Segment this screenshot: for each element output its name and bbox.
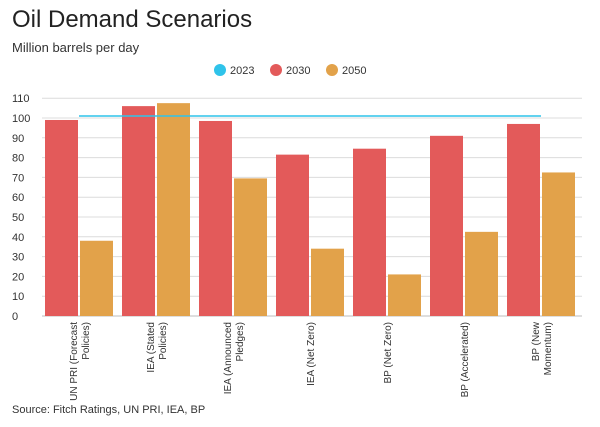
legend-label-2050: 2050: [342, 65, 366, 77]
x-tick-label-line: IEA (Stated: [146, 322, 157, 373]
x-tick-label-line: Momentum): [543, 322, 554, 375]
x-tick-label: BP (Net Zero): [383, 322, 394, 384]
bar-2030: [507, 123, 540, 316]
x-tick-label-line: IEA (Net Zero): [306, 322, 317, 386]
legend-marker-2050: [326, 64, 338, 76]
legend-label-2030: 2030: [286, 65, 310, 77]
chart-title: Oil Demand Scenarios: [12, 6, 253, 33]
x-tick-label-line: BP (Accelerated): [460, 322, 471, 397]
bar-2050: [311, 248, 344, 316]
bar-2030: [276, 154, 309, 316]
y-tick-label: 40: [12, 232, 24, 244]
y-tick-label: 30: [12, 252, 24, 264]
legend-label-2023: 2023: [230, 65, 254, 77]
y-tick-label: 50: [12, 212, 24, 224]
x-tick-label-line: Pledges): [235, 322, 246, 361]
bar-2030: [45, 119, 78, 316]
x-tick-label-line: Policies): [158, 322, 169, 360]
y-tick-label: 100: [12, 113, 30, 125]
x-tick-label: BP (New Momentum): [531, 321, 554, 375]
bar-2030: [430, 135, 463, 316]
bar-2030: [353, 148, 386, 316]
y-tick-label: 10: [12, 291, 24, 303]
x-tick-label: IEA (Net Zero): [306, 322, 317, 386]
bar-2050: [388, 274, 421, 316]
y-tick-label: 20: [12, 271, 24, 283]
bar-2050: [157, 103, 190, 317]
y-tick-label: 90: [12, 133, 24, 145]
bar-2030: [122, 106, 155, 317]
x-tick-label: IEA (Stated Policies): [146, 322, 169, 373]
y-tick-label: 110: [12, 93, 30, 105]
bar-2050: [234, 178, 267, 316]
bar-2050: [80, 240, 113, 316]
y-tick-label: 80: [12, 153, 24, 165]
x-tick-label-line: Policies): [81, 322, 92, 360]
x-tick-label-line: BP (Net Zero): [383, 322, 394, 384]
y-tick-label: 70: [12, 172, 24, 184]
bar-2050: [465, 231, 498, 316]
bar-2050: [542, 172, 575, 316]
source-note: Source: Fitch Ratings, UN PRI, IEA, BP: [12, 404, 206, 416]
y-tick-label: 60: [12, 192, 24, 204]
x-tick-label-line: BP (New: [531, 321, 542, 361]
y-tick-label: 0: [12, 311, 18, 323]
x-tick-label-line: IEA (Announced: [223, 322, 234, 394]
legend-marker-2030: [270, 64, 282, 76]
legend-marker-2023: [214, 64, 226, 76]
x-tick-label: IEA (Announced Pledges): [223, 322, 246, 394]
x-tick-label: UN PRI (Forecast Policies): [69, 322, 92, 401]
chart-subtitle: Million barrels per day: [12, 40, 140, 55]
x-tick-label-line: UN PRI (Forecast: [69, 322, 80, 401]
bar-2030: [199, 120, 232, 316]
x-tick-label: BP (Accelerated): [460, 322, 471, 397]
